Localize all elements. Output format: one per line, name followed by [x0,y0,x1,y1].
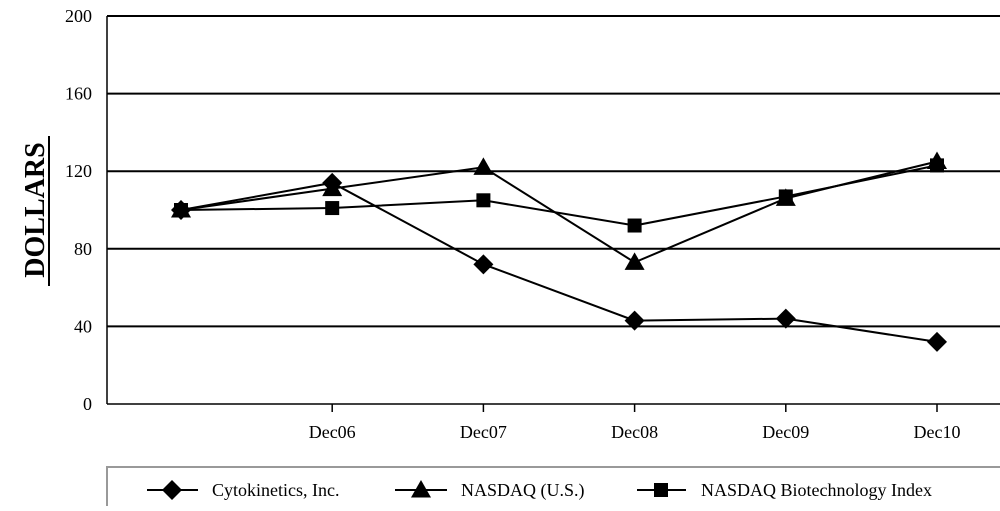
series-line-0 [180,181,938,343]
legend-marker [654,483,668,497]
x-tick-label: Dec07 [460,422,507,442]
data-point [624,310,645,331]
data-point [174,203,188,217]
y-tick-label: 40 [74,316,92,336]
x-tick-label: Dec08 [611,422,658,442]
legend-item-0: Cytokinetics, Inc. [147,480,339,500]
series-1 [171,151,947,270]
legend-label: NASDAQ Biotechnology Index [701,480,932,500]
data-point [927,331,947,352]
data-point [778,189,793,204]
legend-label: Cytokinetics, Inc. [212,480,339,500]
x-tick-label: Dec10 [914,422,961,442]
series-2 [174,158,944,233]
data-point [930,158,944,173]
y-tick-label: 0 [83,394,92,414]
series-0 [171,172,947,352]
grid-layer [107,15,1000,328]
y-tick-label: 160 [65,84,92,104]
y-tick-label: 200 [65,6,92,26]
legend-label: NASDAQ (U.S.) [461,480,585,501]
data-point [775,308,796,329]
legend-marker [411,480,431,498]
data-point [473,157,494,175]
legend-item-1: NASDAQ (U.S.) [395,480,585,501]
y-axis-title: DOLLARS [20,142,51,277]
data-point [325,201,340,216]
legend-item-2: NASDAQ Biotechnology Index [637,480,932,500]
data-point [476,193,491,208]
data-point [624,252,645,270]
data-point [322,178,343,197]
label-layer: 0 40 80 120 160 200 Dec06 Dec07 Dec08 Dec09 Dec10 D… [20,6,960,442]
series-layer [171,151,947,352]
data-point [627,218,642,233]
y-tick-label: 120 [65,161,92,181]
x-tick-label: Dec06 [309,422,356,442]
legend-marker [162,480,182,500]
series-line-2 [180,164,938,227]
x-tick-label: Dec09 [762,422,809,442]
y-tick-label: 80 [74,239,92,259]
legend-layer: Cytokinetics, Inc. NASDAQ (U.S.) NASDAQ Bi… [106,466,1000,506]
axes-layer [106,16,1000,412]
data-point [473,254,494,275]
